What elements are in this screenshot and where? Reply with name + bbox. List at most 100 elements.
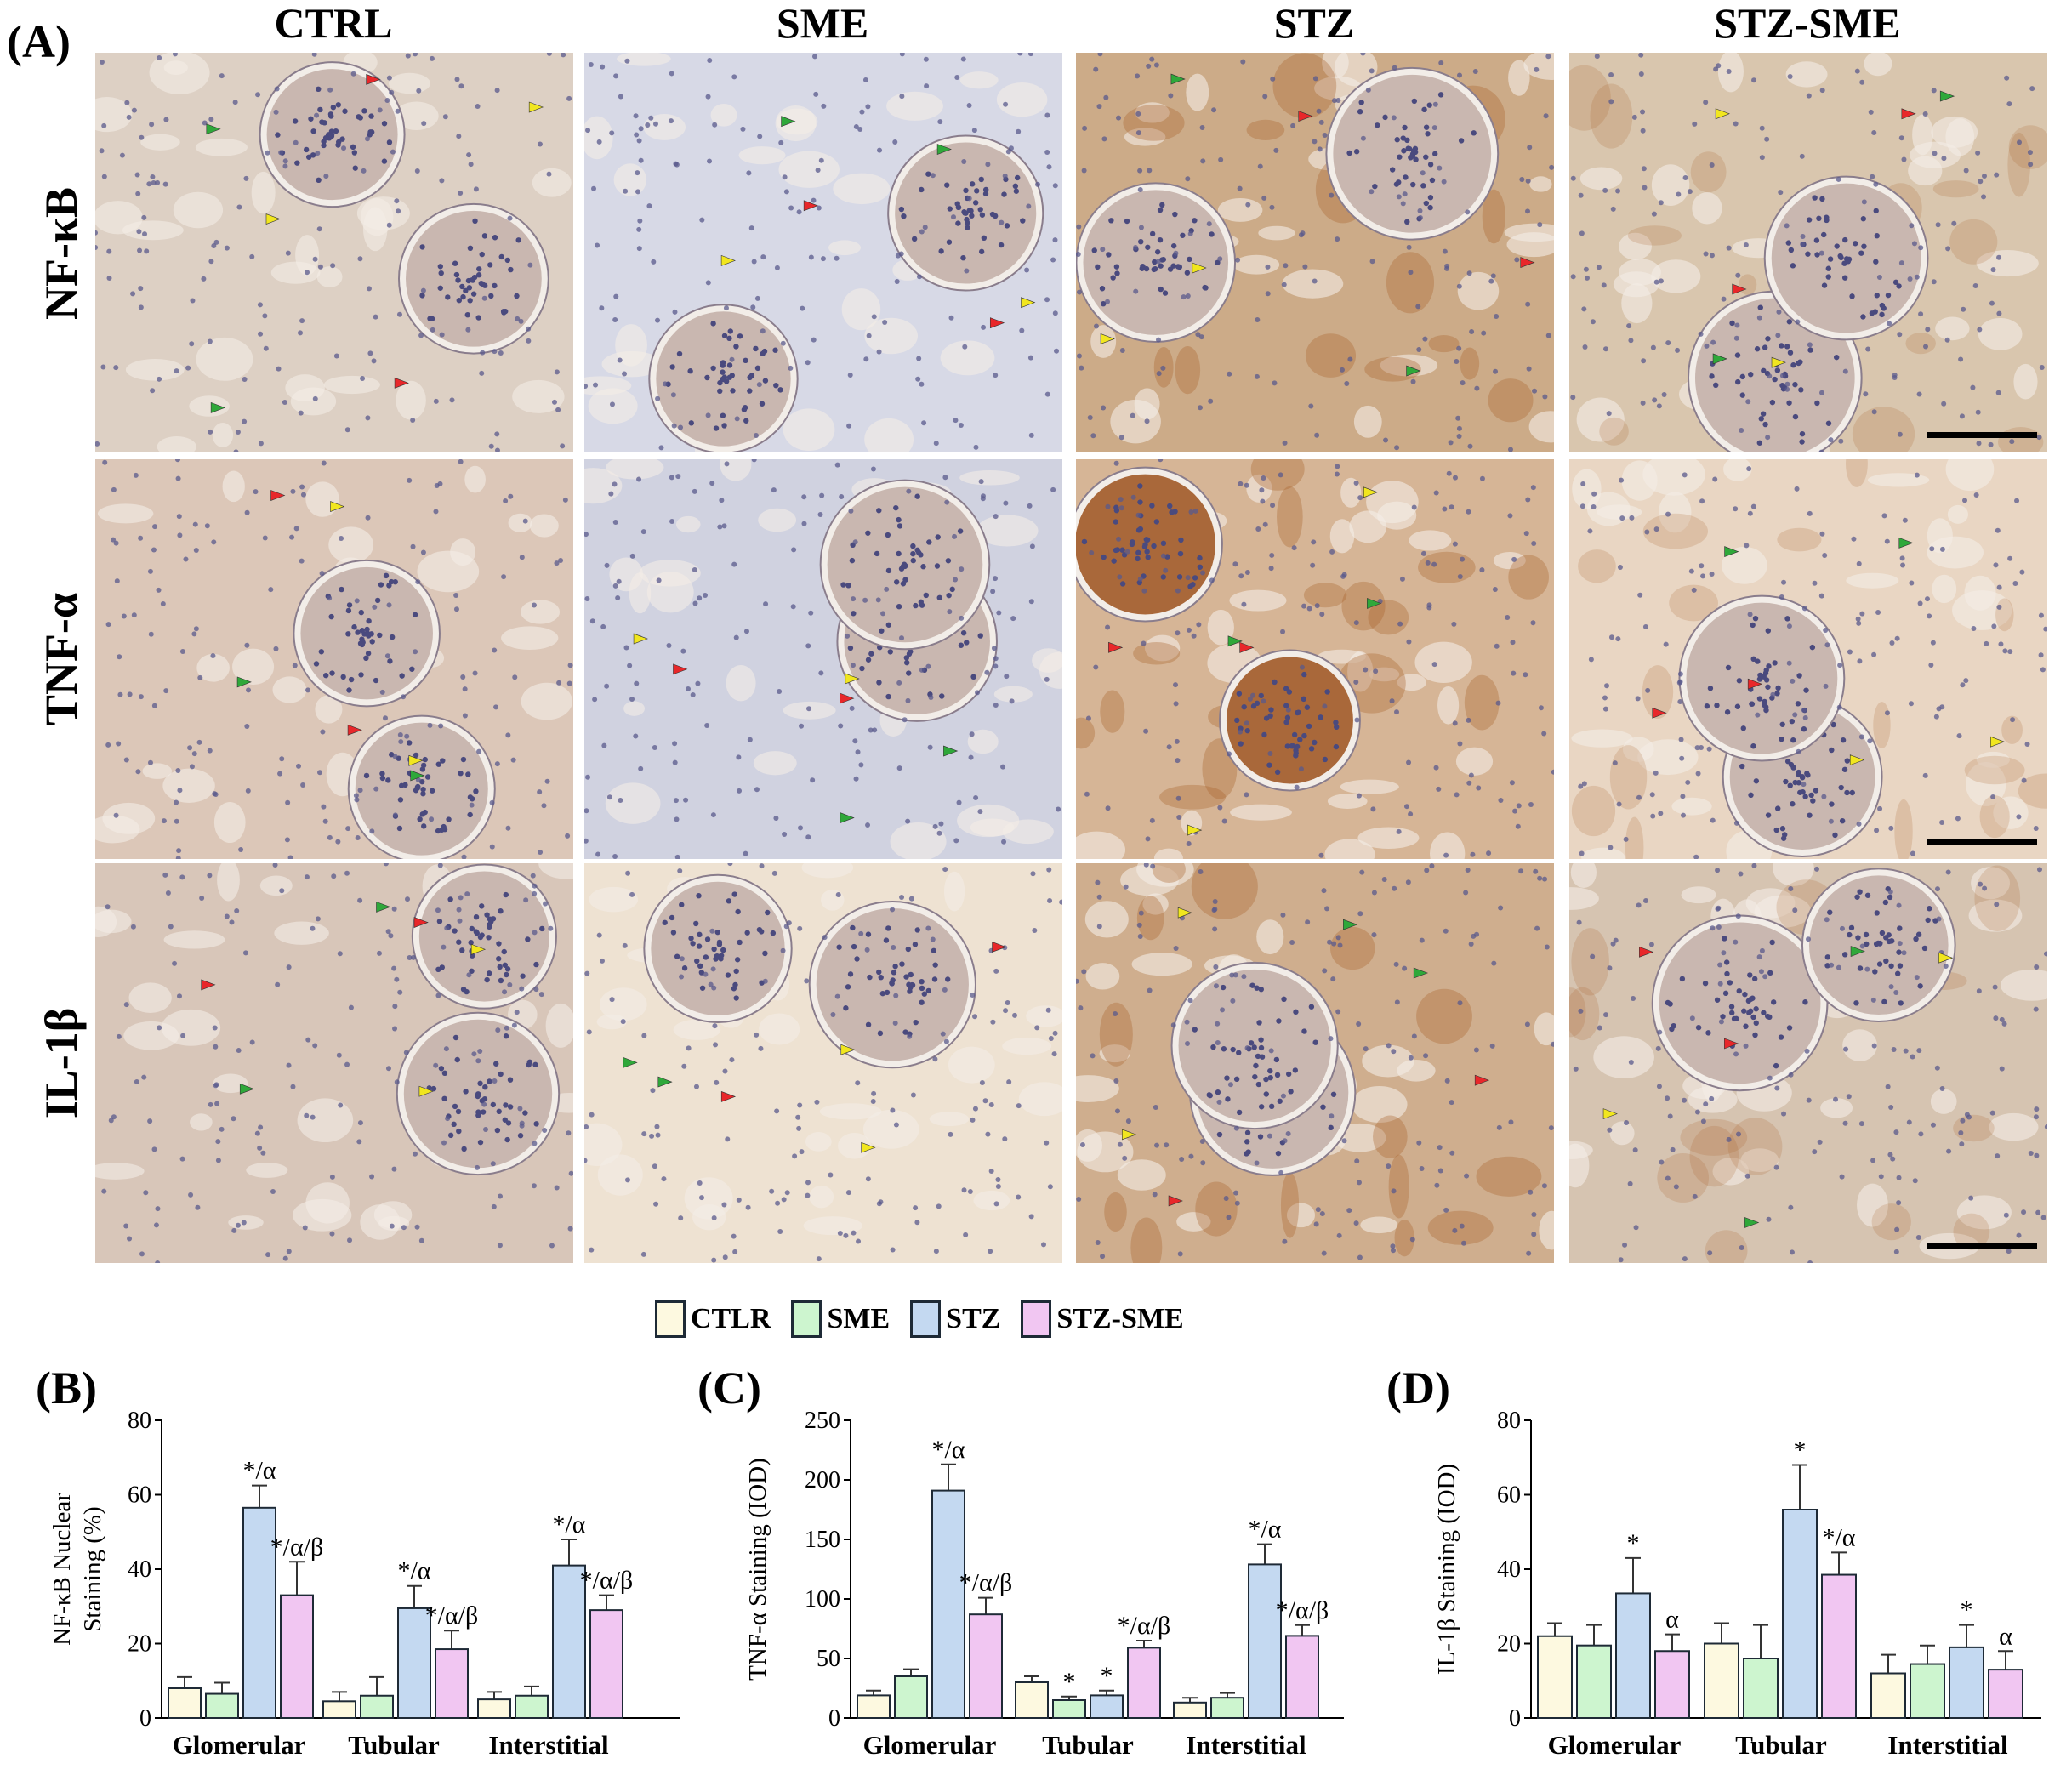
legend-label-ctlr: CTLR [691,1303,771,1334]
legend-swatch-ctlr [655,1300,686,1338]
bar-tubular-stz [397,1607,431,1719]
y-axis-label: TNF-α Staining (IOD) [744,1458,771,1681]
significance-label: * [1101,1662,1113,1690]
legend-swatch-stz [910,1300,942,1338]
bar-glomerular-sme [1576,1644,1612,1719]
legend-item-stz: STZ [910,1300,1000,1338]
micrograph-nfkb-ctrl [95,53,573,452]
bar-interstitial-sme [1910,1663,1945,1719]
panel-label-d: (D) [1386,1362,1450,1414]
bar-glomerular-ctlr [168,1687,202,1719]
significance-label: * [1961,1596,1973,1624]
y-tick-label: 20 [128,1631,151,1658]
y-tick-label: 80 [128,1408,151,1434]
category-label-glomerular: Glomerular [1548,1730,1682,1760]
micrograph-nfkb-stz [1076,53,1554,452]
legend-label-stz: STZ [946,1303,1001,1334]
y-tick-label: 40 [1497,1556,1521,1583]
category-label-tubular: Tubular [1735,1730,1827,1760]
y-axis-label: NF-κB Nuclear [51,1493,76,1646]
bar-tubular-stz [1090,1694,1124,1719]
bar-interstitial-ctlr [1870,1672,1906,1719]
significance-label: * [1063,1668,1076,1696]
bar-interstitial-ctlr [477,1698,511,1719]
bar-tubular-stz-sme [1821,1573,1857,1719]
chart-svg-nfkb: 0 20 40 60 80 NF-κB Nuclear Staining (%) */α */α… [51,1408,680,1760]
y-tick-label: 250 [805,1408,840,1434]
bar-tubular-ctlr [322,1700,356,1719]
bar-glomerular-ctlr [1537,1635,1573,1719]
y-axis-label: Staining (%) [79,1506,106,1631]
column-title-stz-sme: STZ-SME [1714,0,1901,47]
category-label-glomerular: Glomerular [863,1730,997,1760]
bar-interstitial-stz-sme [1988,1669,2023,1719]
significance-label: */α [1822,1523,1855,1551]
bar-tubular-stz-sme [1127,1647,1161,1719]
significance-label: */α/β [580,1567,634,1595]
bar-glomerular-sme [894,1675,928,1719]
y-tick-label: 80 [1497,1408,1521,1434]
significance-label: */α/β [425,1601,479,1630]
significance-label: α [1665,1606,1679,1634]
significance-label: */α/β [959,1569,1013,1597]
significance-label: */α/β [1118,1612,1171,1640]
bar-interstitial-stz-sme [1285,1635,1319,1719]
y-tick-label: 150 [805,1527,840,1553]
bar-interstitial-stz [1248,1563,1282,1719]
panel-label-b: (B) [36,1362,97,1414]
bar-glomerular-stz-sme [280,1594,314,1719]
bar-tubular-stz [1782,1509,1818,1719]
bar-tubular-sme [1743,1658,1779,1719]
bar-tubular-ctlr [1015,1681,1049,1719]
bar-glomerular-stz-sme [1654,1650,1690,1719]
bar-glomerular-stz [931,1489,965,1719]
row-title-il1b: IL-1β [36,1007,87,1119]
significance-label: */α [552,1510,585,1539]
bar-glomerular-ctlr [857,1694,891,1719]
bar-interstitial-stz-sme [589,1609,623,1719]
bar-tubular-sme [1052,1699,1086,1719]
legend-item-ctlr: CTLR [655,1300,771,1338]
y-tick-label: 0 [828,1705,840,1732]
y-tick-label: 100 [805,1586,840,1613]
significance-label: */α [242,1457,276,1485]
bar-glomerular-stz [1615,1592,1651,1719]
category-label-tubular: Tubular [1042,1730,1134,1760]
significance-label: */α [397,1557,430,1585]
y-tick-label: 60 [128,1482,151,1509]
bar-interstitial-sme [515,1694,549,1719]
micrograph-tnfa-stz [1076,459,1554,859]
chart-svg-tnfa: 0 50 100 150 200 250 TNF-α Staining (IOD) */α */… [744,1408,1344,1760]
significance-label: * [1627,1529,1640,1557]
chart-svg-il1b: 0 20 40 60 80 IL-1β Staining (IOD) * α Glomerula… [1433,1408,2041,1760]
legend-item-stz-sme: STZ-SME [1021,1300,1184,1338]
category-label-interstitial: Interstitial [1887,1730,2008,1760]
significance-label: */α [1248,1516,1281,1544]
micrograph-tnfa-sme [584,459,1062,859]
micrograph-il1b-stz [1076,863,1554,1263]
panel-label-c: (C) [697,1362,761,1414]
micrograph-tnfa-ctrl [95,459,573,859]
column-title-sme: SME [776,0,869,47]
chart-legend: CTLR SME STZ STZ-SME [655,1297,1204,1341]
significance-label: α [1999,1622,2012,1650]
significance-label: */α [931,1436,965,1464]
legend-swatch-sme [791,1300,822,1338]
y-tick-label: 200 [805,1467,840,1493]
y-tick-label: 40 [128,1556,151,1583]
bar-glomerular-stz [242,1506,276,1719]
legend-item-sme: SME [791,1300,890,1338]
y-tick-label: 20 [1497,1631,1521,1658]
bar-tubular-sme [360,1694,394,1719]
bar-glomerular-sme [205,1692,239,1719]
significance-label: */α/β [270,1533,324,1561]
bar-glomerular-stz-sme [969,1613,1003,1720]
significance-label: */α/β [1276,1596,1329,1624]
y-tick-label: 50 [817,1646,840,1672]
significance-label: * [1794,1436,1807,1465]
panel-label-a: (A) [7,16,71,67]
bar-interstitial-stz [1949,1646,1984,1719]
category-label-glomerular: Glomerular [173,1730,306,1760]
micrograph-nfkb-sme [584,53,1062,452]
legend-label-sme: SME [827,1303,891,1334]
